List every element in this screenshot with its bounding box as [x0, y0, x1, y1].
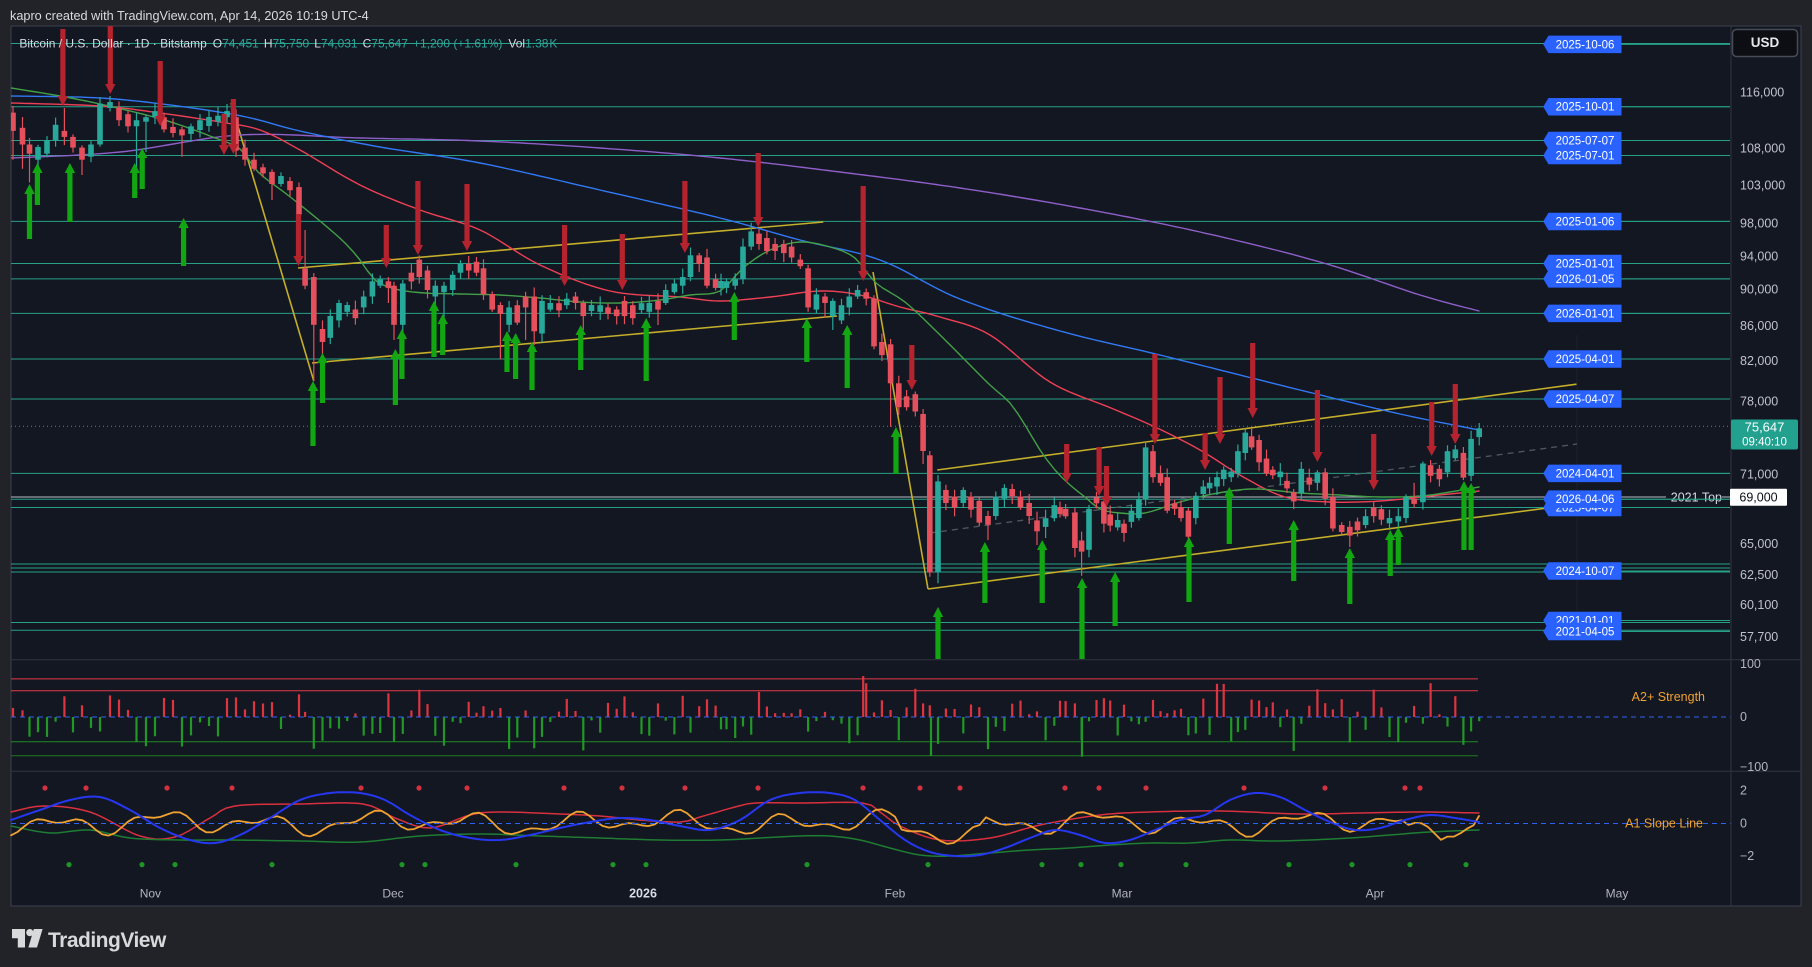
- svg-text:2025-01-01: 2025-01-01: [1556, 259, 1615, 271]
- svg-text:2025-10-06: 2025-10-06: [1556, 39, 1615, 51]
- svg-text:57,700: 57,700: [1740, 630, 1778, 644]
- svg-text:94,000: 94,000: [1740, 250, 1778, 264]
- svg-text:A2+ Strength: A2+ Strength: [1632, 690, 1705, 704]
- svg-text:2025-07-07: 2025-07-07: [1556, 136, 1615, 148]
- svg-text:69,000: 69,000: [1739, 491, 1777, 505]
- svg-text:A1 Slope Line: A1 Slope Line: [1625, 817, 1703, 831]
- svg-text:62,500: 62,500: [1740, 568, 1778, 582]
- svg-text:65,000: 65,000: [1740, 537, 1778, 551]
- svg-text:09:40:10: 09:40:10: [1742, 437, 1787, 449]
- svg-text:100: 100: [1740, 657, 1761, 671]
- svg-text:2026-01-01: 2026-01-01: [1556, 308, 1615, 320]
- svg-text:USD: USD: [1751, 35, 1780, 50]
- svg-text:2025-04-01: 2025-04-01: [1556, 354, 1615, 366]
- svg-text:Dec: Dec: [382, 887, 403, 901]
- svg-text:90,000: 90,000: [1740, 283, 1778, 297]
- svg-text:2: 2: [1740, 784, 1747, 798]
- svg-text:TradingView: TradingView: [48, 929, 167, 952]
- svg-text:2024-10-07: 2024-10-07: [1556, 566, 1615, 578]
- svg-text:82,000: 82,000: [1740, 354, 1778, 368]
- svg-text:2026-04-06: 2026-04-06: [1556, 494, 1615, 506]
- svg-text:2025-01-06: 2025-01-06: [1556, 216, 1615, 228]
- svg-text:−2: −2: [1740, 849, 1754, 863]
- svg-text:2025-10-01: 2025-10-01: [1556, 102, 1615, 114]
- svg-text:Bitcoin / U.S. Dollar · 1D · B: Bitcoin / U.S. Dollar · 1D · Bitstamp O74…: [19, 37, 557, 51]
- svg-text:108,000: 108,000: [1740, 141, 1785, 155]
- svg-text:103,000: 103,000: [1740, 178, 1785, 192]
- svg-text:Feb: Feb: [885, 887, 906, 901]
- svg-text:71,000: 71,000: [1740, 468, 1778, 482]
- svg-text:2025-07-01: 2025-07-01: [1556, 151, 1615, 163]
- svg-text:Apr: Apr: [1366, 887, 1385, 901]
- svg-text:86,000: 86,000: [1740, 319, 1778, 333]
- svg-text:2021 Top: 2021 Top: [1671, 491, 1722, 505]
- svg-text:2025-04-07: 2025-04-07: [1556, 394, 1615, 406]
- svg-text:Mar: Mar: [1112, 887, 1133, 901]
- svg-text:2024-04-01: 2024-04-01: [1556, 468, 1615, 480]
- svg-text:May: May: [1606, 887, 1629, 901]
- svg-text:98,000: 98,000: [1740, 217, 1778, 231]
- svg-text:116,000: 116,000: [1740, 85, 1784, 99]
- svg-text:75,647: 75,647: [1745, 420, 1785, 435]
- svg-text:2026-01-05: 2026-01-05: [1556, 274, 1615, 286]
- svg-text:0: 0: [1740, 710, 1747, 724]
- svg-text:Nov: Nov: [140, 887, 161, 901]
- svg-text:78,000: 78,000: [1740, 395, 1778, 409]
- svg-text:2026: 2026: [629, 887, 657, 901]
- svg-text:2021-04-05: 2021-04-05: [1556, 627, 1615, 639]
- svg-text:0: 0: [1740, 817, 1747, 831]
- svg-text:−100: −100: [1740, 760, 1768, 774]
- svg-text:kapro created with TradingView: kapro created with TradingView.com, Apr …: [10, 9, 369, 23]
- svg-text:60,100: 60,100: [1740, 598, 1778, 612]
